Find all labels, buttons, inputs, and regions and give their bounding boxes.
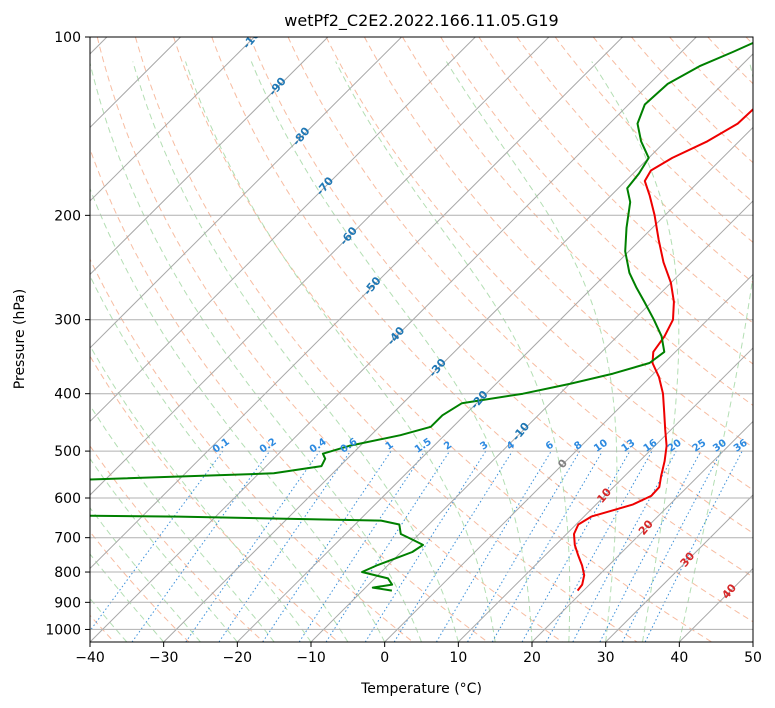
moist-adiabat: [90, 61, 422, 642]
dewpoint-profile-line: [90, 41, 753, 592]
dry-adiabat: [402, 37, 753, 407]
x-tick-label: 20: [523, 650, 541, 666]
mixing-ratio-line: [393, 450, 513, 642]
moist-adiabat: [335, 61, 571, 642]
mixing-ratio-line: [185, 450, 321, 642]
mixing-ratio-line: [218, 450, 351, 642]
mixing-ratio-line: [521, 450, 631, 642]
isotherm: [310, 200, 753, 642]
dry-adiabat: [211, 37, 753, 623]
x-tick-label: 0: [380, 650, 389, 666]
x-tick-label: 10: [449, 650, 467, 666]
moist-adiabat: [250, 61, 533, 642]
isotherm: [531, 420, 753, 642]
dry-adiabat: [325, 37, 753, 491]
isotherm: [605, 494, 753, 642]
y-tick-label: 500: [54, 444, 81, 460]
dry-adiabat: [134, 37, 638, 642]
moist-adiabat: [90, 506, 201, 642]
y-tick-label: 100: [54, 30, 81, 46]
y-tick-label: 1000: [45, 622, 81, 638]
dry-adiabat: [249, 37, 753, 578]
y-tick-label: 600: [54, 491, 81, 507]
y-tick-label: 800: [54, 565, 81, 581]
moist-adiabat: [90, 597, 128, 642]
x-tick-label: −30: [149, 650, 179, 666]
mixing-ratio-line: [325, 450, 451, 642]
isotherm: [90, 37, 476, 423]
x-tick-label: −20: [223, 650, 253, 666]
isotherm: [163, 53, 753, 642]
dry-adiabat: [90, 445, 264, 642]
grid-layer: [90, 37, 753, 642]
moist-adiabat: [445, 61, 618, 642]
isotherm: [90, 37, 329, 276]
dry-adiabat: [287, 37, 753, 534]
dry-adiabat: [173, 37, 712, 642]
y-tick-label: 300: [54, 313, 81, 329]
moist-adiabat: [591, 61, 680, 642]
dry-adiabat: [90, 355, 339, 642]
dry-adiabat: [592, 37, 753, 204]
dry-adiabat: [90, 258, 414, 642]
isotherm: [384, 273, 753, 642]
axis-layer: −40 −30 −20 −10 0 10 20 30 40 50 100 200 300 400 500 60…: [45, 30, 762, 666]
moist-adiabat: [90, 457, 238, 642]
mixing-ratio-line: [131, 450, 271, 642]
x-tick-label: −40: [75, 650, 105, 666]
x-tick-label: 50: [744, 650, 762, 666]
x-tick-label: 40: [670, 650, 688, 666]
x-axis-label: Temperature (°C): [360, 681, 482, 697]
mixing-ratio-line: [298, 450, 426, 642]
moist-adiabat: [90, 553, 165, 642]
moist-adiabat: [678, 61, 753, 642]
isotherm: [90, 37, 550, 496]
isotherm: [457, 347, 753, 642]
x-tick-label: 30: [597, 650, 615, 666]
moist-adiabat: [90, 274, 349, 642]
moist-adiabat: [90, 344, 312, 642]
y-tick-label: 400: [54, 387, 81, 403]
y-tick-label: 700: [54, 531, 81, 547]
moist-adiabat: [90, 404, 275, 642]
temperature-profile-line: [573, 108, 753, 592]
moist-adiabat: [185, 61, 496, 642]
isotherm: [236, 126, 753, 642]
isotherm: [90, 37, 623, 570]
dry-adiabat: [96, 37, 563, 642]
mixing-ratio-line: [262, 450, 392, 642]
y-tick-label: 900: [54, 595, 81, 611]
mixing-ratio-line: [545, 450, 653, 642]
x-tick-label: −10: [296, 650, 326, 666]
dry-adiabat: [440, 37, 753, 365]
dry-adiabat: [90, 147, 488, 642]
moist-adiabat: [132, 61, 459, 642]
isotherm: [90, 37, 697, 642]
chart-title: wetPf2_C2E2.2022.166.11.05.G19: [284, 11, 558, 31]
mixing-ratio-line: [644, 450, 743, 642]
plot-frame: [89, 36, 754, 643]
series-layer: [90, 41, 753, 592]
mixing-ratio-line: [572, 450, 677, 642]
mixing-ratio-line: [90, 450, 224, 632]
y-axis-label: Pressure (hPa): [12, 289, 28, 389]
isotherm: [90, 37, 255, 202]
isotherm: [90, 37, 402, 349]
moist-adiabat: [90, 187, 386, 642]
mixing-ratio-line: [364, 450, 487, 642]
y-tick-label: 200: [54, 208, 81, 224]
